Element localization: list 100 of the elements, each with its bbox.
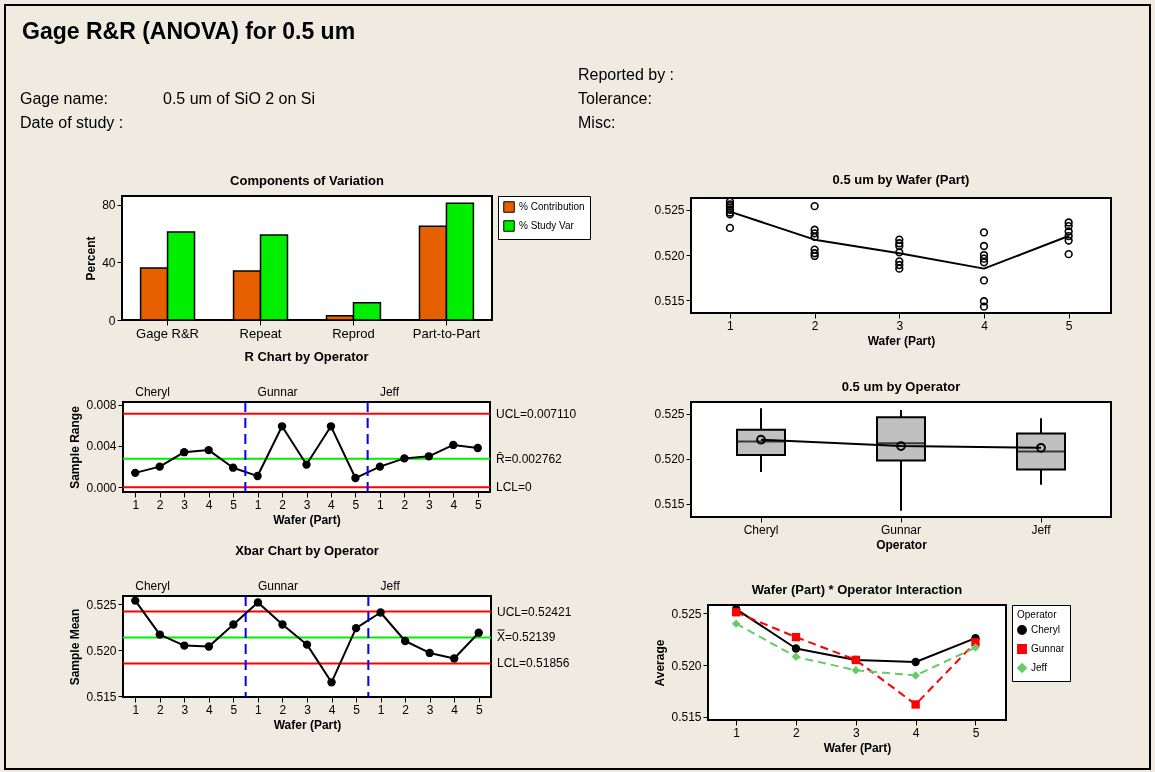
y-tick-label: 0.520 bbox=[671, 658, 702, 673]
point bbox=[375, 462, 385, 471]
point bbox=[180, 641, 189, 650]
point bbox=[911, 657, 920, 667]
x-tick-label: 2 bbox=[401, 497, 409, 512]
y-tick-label: 0.525 bbox=[86, 597, 117, 612]
text: Cheryl bbox=[135, 385, 170, 399]
y-tick-label: 0.004 bbox=[86, 439, 117, 454]
point bbox=[725, 223, 735, 233]
point bbox=[1064, 227, 1073, 236]
x-tick-label: 5 bbox=[1065, 318, 1073, 333]
x-tick-label: Repeat bbox=[239, 325, 282, 341]
x-tick-label: 5 bbox=[353, 702, 361, 717]
x-tick-label: Reprod bbox=[332, 325, 375, 341]
y-tick-label: 0.515 bbox=[86, 689, 117, 704]
chart-title: Xbar Chart by Operator bbox=[235, 543, 379, 558]
point bbox=[979, 241, 989, 251]
x-tick-label: Gunnar bbox=[880, 522, 922, 537]
point bbox=[278, 620, 287, 629]
x-tick-label: 5 bbox=[352, 497, 360, 512]
point bbox=[895, 257, 904, 266]
legend-label: Jeff bbox=[1031, 662, 1048, 673]
text: Reported by : bbox=[578, 66, 675, 84]
point bbox=[204, 445, 213, 455]
point bbox=[351, 473, 360, 483]
text: Gage name: bbox=[20, 90, 109, 108]
point bbox=[449, 440, 458, 450]
point bbox=[731, 608, 741, 617]
x-tick-label: 2 bbox=[156, 497, 164, 512]
x-tick-label: Jeff bbox=[1031, 522, 1052, 537]
point bbox=[400, 454, 409, 463]
y-tick-label: 0.000 bbox=[86, 480, 117, 495]
x-tick-label: 1 bbox=[727, 318, 735, 333]
x-tick-label: 3 bbox=[181, 497, 189, 512]
point bbox=[810, 245, 819, 254]
ref-line-label: LCL=0 bbox=[496, 480, 533, 495]
y-axis-title: Percent bbox=[84, 236, 99, 281]
ref-line-label: LCL=0.51856 bbox=[497, 656, 570, 671]
point bbox=[971, 643, 980, 652]
chart-title: Components of Variation bbox=[230, 172, 384, 188]
x-tick-label: Cheryl bbox=[743, 522, 779, 537]
point bbox=[979, 258, 989, 267]
point bbox=[979, 254, 989, 263]
x-tick-label: 3 bbox=[852, 725, 860, 740]
x-tick-label: 4 bbox=[912, 725, 920, 740]
text: Jeff bbox=[379, 385, 400, 399]
point bbox=[895, 260, 904, 270]
x-tick-label: 1 bbox=[733, 725, 741, 740]
y-axis-title: Average bbox=[653, 639, 668, 687]
x-tick-label: 5 bbox=[230, 702, 238, 717]
point bbox=[1064, 218, 1073, 227]
x-tick-label: 3 bbox=[181, 702, 189, 717]
point bbox=[810, 202, 819, 211]
ref-line-label: R̄=0.002762 bbox=[496, 451, 563, 466]
point bbox=[425, 648, 434, 658]
x-tick-label: 3 bbox=[304, 702, 312, 717]
ref-line-label: UCL=0.007110 bbox=[496, 406, 577, 421]
y-axis-title: Sample Range bbox=[68, 405, 83, 489]
point bbox=[131, 596, 140, 605]
point bbox=[204, 642, 214, 651]
x-tick-label: 2 bbox=[793, 725, 801, 740]
point bbox=[351, 623, 361, 633]
point bbox=[979, 297, 989, 306]
text: Date of study : bbox=[20, 114, 124, 132]
x-tick-label: 5 bbox=[972, 725, 980, 740]
x-axis-title: Wafer (Part) bbox=[867, 333, 936, 348]
x-tick-label: 2 bbox=[402, 702, 410, 717]
y-tick-label: 0.525 bbox=[654, 203, 685, 218]
x-tick-label: Part-to-Part bbox=[412, 325, 481, 341]
point bbox=[327, 678, 336, 687]
y-tick-label: 0.008 bbox=[86, 398, 117, 413]
x-tick-label: 5 bbox=[474, 497, 482, 512]
point bbox=[228, 463, 238, 472]
point bbox=[450, 654, 459, 663]
point bbox=[1064, 236, 1073, 245]
x-tick-label: 4 bbox=[328, 497, 336, 512]
point bbox=[895, 239, 904, 248]
x-tick-label: 1 bbox=[132, 497, 140, 512]
x-tick-label: 1 bbox=[254, 497, 262, 512]
y-tick-label: 0.515 bbox=[654, 497, 685, 512]
x-tick-label: 2 bbox=[156, 702, 164, 717]
y-tick-label: 0.520 bbox=[654, 248, 685, 263]
point bbox=[979, 302, 989, 311]
x-tick-label: 2 bbox=[279, 702, 287, 717]
point bbox=[791, 652, 801, 661]
point bbox=[326, 422, 336, 431]
point bbox=[253, 471, 262, 481]
x-tick-label: 3 bbox=[896, 318, 904, 333]
x-tick-label: 1 bbox=[132, 702, 140, 717]
point bbox=[895, 241, 904, 251]
point bbox=[155, 462, 164, 471]
point bbox=[302, 640, 312, 649]
x-axis-title: Wafer (Part) bbox=[823, 740, 892, 755]
point bbox=[1064, 221, 1073, 231]
point bbox=[277, 422, 287, 431]
x-tick-label: 4 bbox=[328, 702, 336, 717]
x-tick-label: 4 bbox=[450, 497, 458, 512]
x-tick-label: 3 bbox=[303, 497, 311, 512]
y-axis-title: Sample Mean bbox=[68, 608, 83, 686]
point bbox=[895, 264, 904, 273]
